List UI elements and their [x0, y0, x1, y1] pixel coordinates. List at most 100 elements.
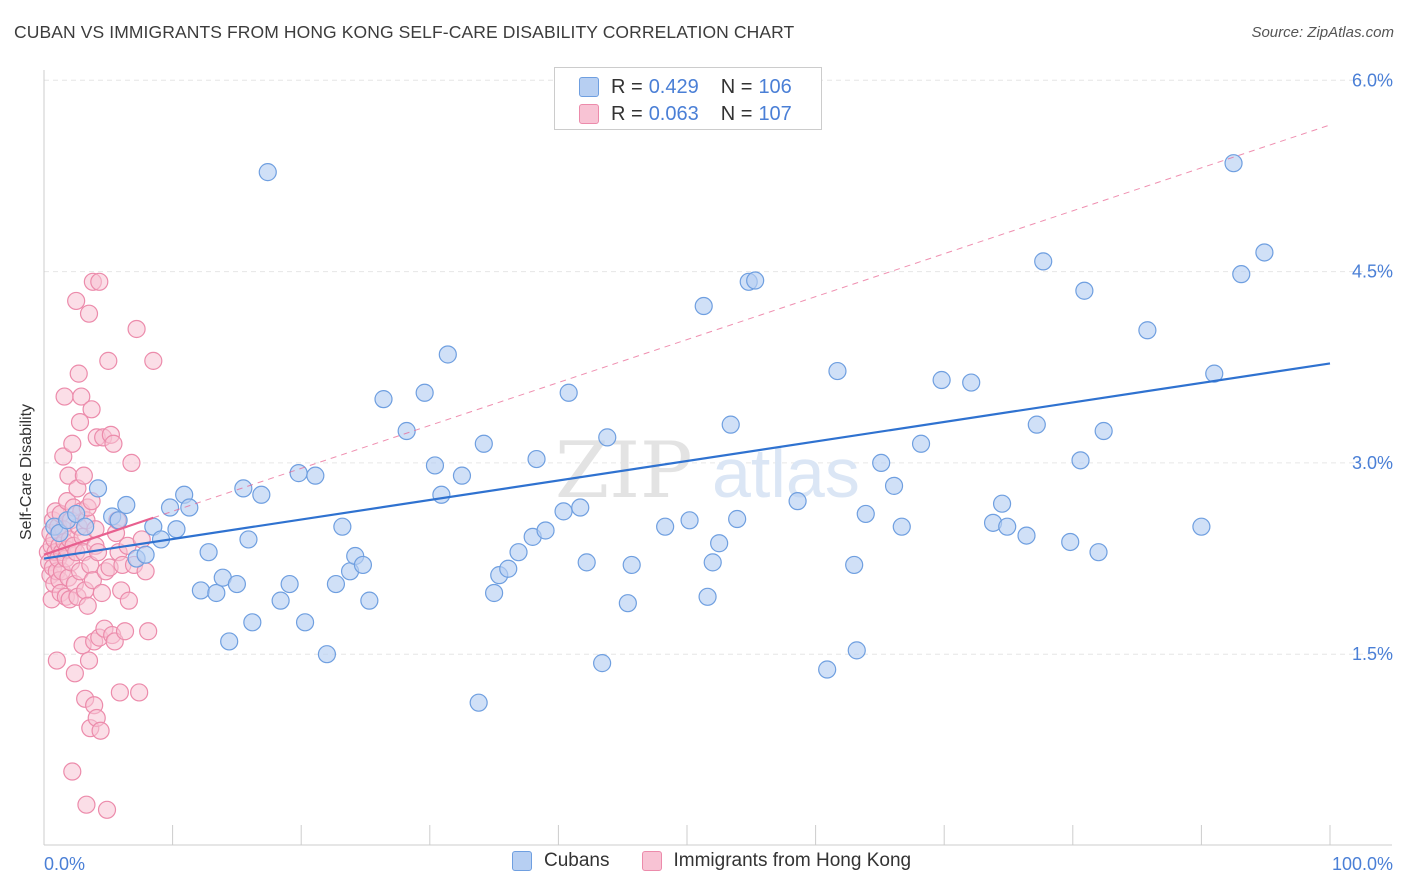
data-point-cubans	[1138, 321, 1157, 340]
data-point-hongkong	[127, 319, 146, 339]
data-point-cubans	[258, 163, 277, 182]
data-point-hongkong	[78, 596, 97, 615]
data-point-cubans	[622, 555, 641, 575]
data-point-cubans	[1027, 415, 1046, 434]
legend-n-label: N =	[720, 75, 753, 98]
data-point-cubans	[1089, 543, 1108, 562]
data-point-hongkong	[139, 622, 158, 641]
data-point-cubans	[438, 345, 457, 364]
data-point-cubans	[191, 581, 210, 600]
data-point-cubans	[167, 520, 186, 539]
legend-n-label: N =	[720, 102, 753, 125]
legend-item-cubans: Cubans	[512, 850, 610, 872]
legend-box: R = 0.429 N = 106 R = 0.063 N = 107	[554, 67, 822, 130]
data-point-cubans	[746, 271, 765, 290]
data-point-cubans	[728, 509, 747, 529]
data-point-cubans	[160, 498, 180, 517]
data-point-cubans	[243, 613, 262, 632]
legend-r-value: 0.063	[648, 102, 699, 125]
data-point-cubans	[180, 498, 199, 517]
data-point-cubans	[694, 296, 713, 316]
legend-swatch-blue	[579, 77, 599, 97]
data-point-hongkong	[79, 304, 99, 323]
data-point-cubans	[962, 373, 981, 392]
data-point-cubans	[452, 466, 472, 485]
data-point-cubans	[474, 434, 493, 453]
legend-swatch-pink	[579, 104, 599, 124]
data-point-hongkong	[130, 683, 149, 702]
data-point-cubans	[884, 476, 904, 495]
data-point-cubans	[499, 559, 518, 578]
y-tick-label: 1.5%	[1352, 644, 1393, 664]
legend-n-value: 107	[758, 102, 792, 125]
legend-swatch-blue	[512, 851, 532, 871]
data-point-hongkong	[122, 453, 141, 472]
data-point-cubans	[360, 591, 379, 610]
data-point-cubans	[698, 587, 717, 606]
data-point-cubans	[432, 485, 451, 504]
data-point-cubans	[1061, 532, 1080, 552]
data-point-cubans	[618, 594, 637, 613]
data-point-hongkong	[91, 721, 110, 740]
data-point-cubans	[136, 545, 155, 564]
data-point-hongkong	[144, 351, 163, 370]
data-point-cubans	[509, 543, 528, 562]
data-point-cubans	[1075, 281, 1094, 300]
data-point-cubans	[872, 453, 891, 472]
data-point-cubans	[577, 553, 596, 572]
chart-source: Source: ZipAtlas.com	[1251, 24, 1394, 41]
data-point-cubans	[271, 591, 290, 610]
legend-swatch-pink	[641, 851, 662, 871]
data-point-cubans	[559, 383, 578, 402]
data-point-cubans	[207, 583, 226, 603]
data-point-cubans	[67, 504, 86, 524]
data-point-hongkong	[69, 364, 88, 383]
data-point-cubans	[227, 574, 246, 594]
data-point-hongkong	[54, 447, 73, 466]
data-point-cubans	[333, 517, 352, 536]
data-point-cubans	[527, 449, 546, 469]
legend-label-hongkong: Immigrants from Hong Kong	[673, 850, 912, 871]
data-point-hongkong	[97, 800, 117, 819]
data-point-hongkong	[70, 412, 90, 432]
data-point-cubans	[469, 693, 488, 712]
data-point-cubans	[1255, 243, 1274, 262]
data-point-cubans	[326, 574, 346, 594]
data-point-cubans	[109, 511, 128, 530]
data-point-cubans	[892, 517, 911, 536]
trend-lines	[43, 124, 1331, 560]
legend-r-label: R =	[611, 75, 643, 98]
data-point-cubans	[1205, 364, 1224, 383]
legend-n-value: 106	[758, 75, 792, 98]
legend-row-hongkong: R = 0.063 N = 107	[579, 102, 792, 126]
data-point-hongkong	[63, 762, 82, 781]
data-point-cubans	[703, 553, 722, 572]
data-point-hongkong	[90, 272, 109, 291]
data-point-cubans	[1034, 252, 1053, 271]
data-point-hongkong	[67, 291, 86, 311]
data-point-hongkong	[104, 434, 123, 453]
legend-r-label: R =	[611, 102, 643, 125]
data-point-hongkong	[79, 651, 99, 670]
x-tick-label: 0.0%	[44, 854, 85, 874]
data-point-cubans	[911, 434, 931, 453]
data-point-cubans	[571, 498, 590, 517]
data-point-cubans	[76, 517, 95, 536]
data-point-hongkong	[82, 400, 101, 419]
data-point-cubans	[536, 521, 555, 540]
trend-line-hongkong-solid	[43, 516, 154, 556]
series-hongkong	[38, 272, 163, 819]
data-point-cubans	[220, 632, 239, 651]
legend-item-hongkong: Immigrants from Hong Kong	[641, 850, 912, 872]
data-point-cubans	[239, 530, 258, 549]
data-point-cubans	[1017, 526, 1036, 545]
data-point-cubans	[992, 494, 1012, 513]
data-point-cubans	[680, 511, 699, 530]
data-point-cubans	[932, 370, 951, 390]
y-tick-label: 6.0%	[1352, 70, 1393, 90]
data-point-cubans	[485, 583, 504, 603]
data-point-cubans	[117, 495, 136, 515]
data-point-hongkong	[72, 387, 91, 406]
axes	[43, 70, 1392, 846]
